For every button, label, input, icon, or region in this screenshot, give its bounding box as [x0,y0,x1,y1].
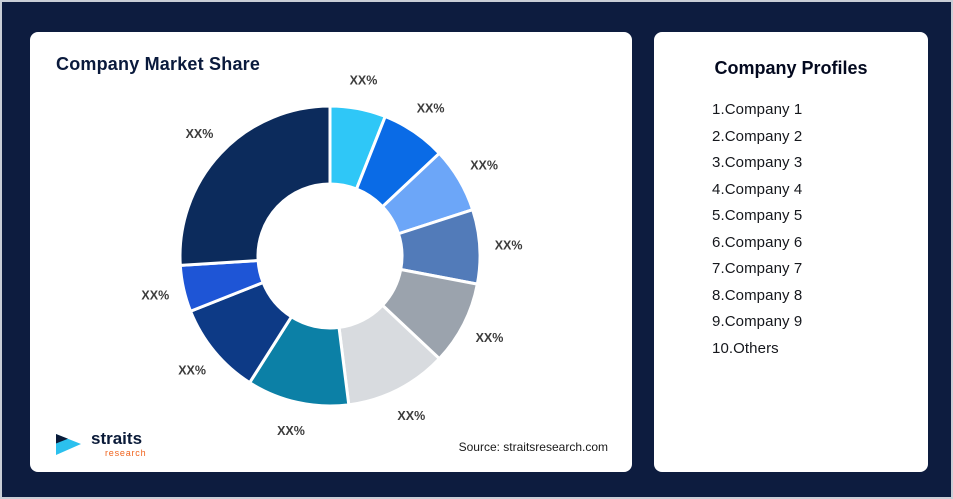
profile-item-6: 6.Company 6 [712,233,803,251]
company-profiles-panel: Company Profiles 1.Company 1 2.Company 2… [654,32,928,472]
profile-item-3: 3.Company 3 [712,154,803,171]
slice-value-label-9: XX% [141,289,169,303]
slice-value-label-3: XX% [470,158,498,172]
source-text: Source: straitsresearch.com [458,440,608,454]
straits-research-logo: straits research [54,430,146,458]
slice-value-label-4: XX% [495,238,523,252]
logo-icon [56,434,81,455]
slice-value-label-5: XX% [476,331,504,345]
profile-item-8: 8.Company 8 [712,286,803,304]
profile-item-10: 10.Others [712,339,779,357]
profile-item-5: 5.Company 5 [712,207,803,224]
slice-value-label-10: XX% [186,127,214,141]
profiles-title: Company Profiles [714,58,868,78]
logo-text: straits research [91,430,146,458]
profile-item-1: 1.Company 1 [712,101,803,118]
slice-value-label-8: XX% [178,364,206,378]
market-share-panel: Company Market Share XX% XX% XX% XX% XX% XX% X… [30,32,632,472]
profile-item-2: 2.Company 2 [712,127,803,145]
slice-value-label-7: XX% [277,424,305,438]
slice-value-label-6: XX% [397,409,425,423]
donut-slice-10 [178,104,332,267]
profile-item-7: 7.Company 7 [712,260,803,277]
donut-chart: XX% XX% XX% XX% XX% XX% XX% XX% XX% XX% [141,74,523,439]
profile-item-9: 9.Company 9 [712,313,803,330]
slice-value-label-1: XX% [350,74,378,88]
chart-title: Company Market Share [56,54,261,74]
logo-name: straits [91,429,143,448]
profile-item-4: 4.Company 4 [712,180,803,198]
slice-value-label-2: XX% [417,102,445,116]
profiles-list: 1.Company 1 2.Company 2 3.Company 3 4.Co… [654,101,928,357]
logo-subtitle: research [105,448,147,458]
